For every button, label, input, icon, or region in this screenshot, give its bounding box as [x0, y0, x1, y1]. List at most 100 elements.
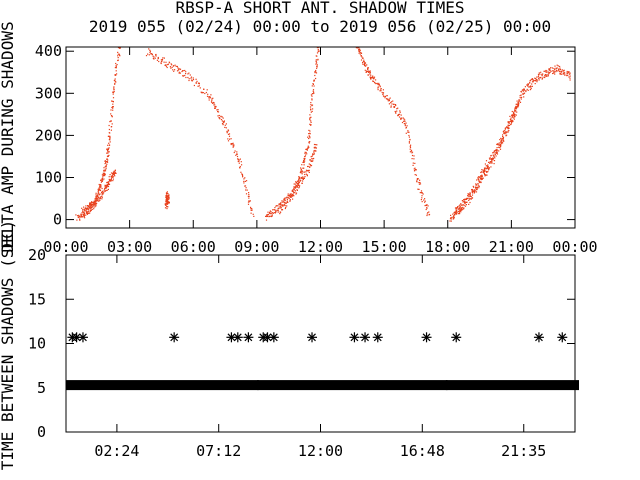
- top-scatter-dot: [77, 216, 79, 219]
- top-scatter-dot: [107, 181, 109, 183]
- bottom-band-segment: [257, 380, 448, 391]
- top-scatter-dot: [251, 209, 253, 211]
- top-scatter-dot: [461, 206, 463, 208]
- top-scatter-dot: [165, 61, 167, 63]
- top-scatter-dot: [82, 209, 84, 211]
- top-scatter-dot: [90, 204, 92, 206]
- top-scatter-dot: [485, 174, 487, 176]
- top-scatter-dot: [82, 211, 84, 213]
- top-scatter-dot: [307, 146, 309, 148]
- top-scatter-dot: [414, 162, 416, 164]
- top-scatter-dot: [104, 160, 107, 162]
- top-scatter-dot: [187, 76, 189, 79]
- top-scatter-dot: [295, 193, 297, 195]
- top-scatter-dot: [457, 206, 459, 209]
- top-scatter-dot: [289, 196, 291, 198]
- top-scatter-dot: [498, 142, 500, 144]
- top-scatter-dot: [393, 105, 395, 108]
- top-scatter-dot: [541, 73, 543, 75]
- bottom-x-tick-label: 07:12: [196, 442, 241, 460]
- top-scatter-dot: [245, 193, 248, 195]
- top-scatter-dot: [496, 153, 499, 155]
- top-scatter-dot: [390, 101, 393, 103]
- top-scatter-dot: [302, 176, 304, 178]
- top-scatter-dot: [114, 82, 116, 84]
- top-scatter-dot: [372, 75, 374, 77]
- top-scatter-dot: [416, 180, 418, 182]
- top-scatter-dot: [555, 70, 557, 72]
- top-scatter-dot: [308, 129, 310, 131]
- top-scatter-dot: [476, 179, 478, 181]
- top-scatter-dot: [504, 127, 506, 129]
- top-scatter-dot: [110, 120, 112, 122]
- top-scatter-dot: [390, 105, 392, 107]
- top-scatter-dot: [110, 113, 112, 115]
- top-scatter-dot: [107, 149, 109, 151]
- top-scatter-dot: [297, 180, 299, 182]
- top-scatter-dot: [212, 101, 215, 104]
- top-scatter-dot: [406, 125, 408, 127]
- top-scatter-dot: [95, 200, 98, 202]
- top-scatter-dot: [105, 168, 107, 170]
- top-scatter-dot: [101, 195, 103, 197]
- top-scatter-dot: [561, 69, 563, 71]
- top-scatter-dot: [387, 98, 389, 100]
- top-scatter-dot: [265, 215, 267, 217]
- top-scatter-dot: [426, 214, 428, 217]
- top-scatter-dot: [315, 72, 318, 74]
- top-scatter-dot: [369, 77, 371, 79]
- top-scatter-dot: [364, 64, 366, 66]
- top-scatter-dot: [369, 72, 371, 74]
- top-scatter-dot: [427, 205, 429, 207]
- top-scatter-dot: [249, 200, 251, 202]
- top-scatter-dot: [453, 217, 455, 219]
- top-scatter-dot: [364, 62, 366, 64]
- top-scatter-dot: [534, 78, 537, 80]
- top-scatter-dot: [529, 82, 531, 84]
- top-scatter-dot: [411, 152, 413, 154]
- top-scatter-dot: [500, 141, 502, 143]
- top-scatter-dot: [403, 118, 405, 120]
- top-scatter-dot: [419, 179, 421, 181]
- top-scatter-dot: [402, 117, 404, 119]
- top-scatter-dot: [175, 65, 177, 67]
- top-scatter-dot: [209, 96, 211, 98]
- top-scatter-dot: [425, 204, 428, 207]
- top-scatter-dot: [112, 106, 114, 108]
- top-scatter-dot: [469, 201, 471, 204]
- top-scatter-dot: [559, 72, 561, 75]
- top-scatter-dot: [569, 77, 571, 79]
- top-scatter-dot: [269, 211, 271, 213]
- top-scatter-dot: [86, 211, 88, 213]
- top-scatter-dot: [316, 55, 318, 57]
- top-scatter-dot: [428, 213, 431, 216]
- top-scatter-dot: [303, 159, 305, 161]
- top-scatter-dot: [201, 92, 203, 94]
- top-scatter-dot: [240, 161, 242, 163]
- top-scatter-dot: [417, 178, 419, 180]
- top-scatter-dot: [412, 162, 414, 164]
- top-scatter-dot: [168, 198, 170, 200]
- top-scatter-dot: [309, 123, 311, 125]
- top-scatter-dot: [117, 55, 119, 57]
- top-scatter-dot: [358, 50, 361, 52]
- top-scatter-dot: [97, 199, 99, 201]
- top-scatter-dot: [464, 203, 466, 205]
- top-scatter-dot: [95, 194, 97, 196]
- top-scatter-dot: [168, 202, 170, 204]
- top-scatter-dot: [486, 174, 488, 176]
- top-scatter-dot: [310, 116, 312, 118]
- top-scatter-dot: [377, 84, 379, 86]
- top-scatter-dot: [299, 171, 301, 174]
- top-scatter-dot: [310, 102, 312, 104]
- top-scatter-dot: [217, 115, 219, 117]
- top-scatter-dot: [501, 141, 503, 143]
- top-scatter-dot: [291, 194, 293, 196]
- top-scatter-dot: [86, 212, 88, 214]
- top-scatter-dot: [83, 214, 85, 216]
- top-scatter-dot: [566, 72, 568, 74]
- top-scatter-dot: [394, 106, 396, 108]
- top-scatter-dot: [96, 199, 98, 201]
- top-scatter-dot: [539, 77, 541, 79]
- top-scatter-dot: [82, 213, 84, 215]
